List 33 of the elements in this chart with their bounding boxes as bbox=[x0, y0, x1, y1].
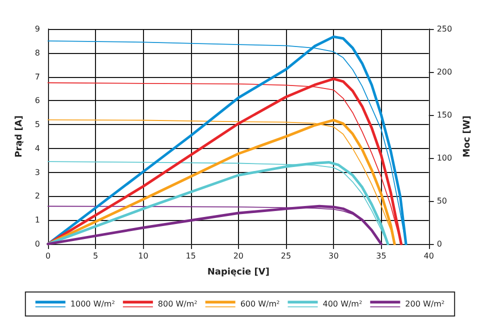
y2-axis-title: Moc [W] bbox=[462, 116, 472, 158]
y2-tick-label: 0 bbox=[436, 240, 442, 248]
y2-tick-label: 250 bbox=[436, 24, 452, 34]
y2-tick-label: 150 bbox=[436, 110, 452, 120]
x-tick-label: 35 bbox=[376, 252, 386, 260]
legend-label: 200 W/m² bbox=[405, 300, 445, 308]
x-tick-label: 30 bbox=[328, 252, 339, 260]
y-tick-label: 1 bbox=[34, 216, 40, 225]
y-tick-label: 3 bbox=[34, 168, 40, 177]
x-tick-label: 5 bbox=[93, 252, 98, 260]
y-tick-label: 9 bbox=[34, 24, 40, 34]
legend-label: 400 W/m² bbox=[322, 300, 362, 308]
x-axis-title: Napięcie [V] bbox=[207, 268, 270, 278]
legend-label: 600 W/m² bbox=[240, 300, 280, 308]
x-tick-label: 20 bbox=[233, 252, 244, 260]
y-tick-label: 6 bbox=[34, 96, 40, 106]
y-tick-label: 2 bbox=[34, 192, 40, 201]
y-tick-label: 0 bbox=[34, 240, 40, 248]
y-tick-label: 4 bbox=[34, 144, 40, 153]
x-tick-label: 15 bbox=[186, 252, 196, 260]
y-tick-label: 5 bbox=[34, 120, 40, 130]
y-tick-label: 8 bbox=[34, 48, 40, 58]
x-tick-label: 0 bbox=[45, 252, 51, 260]
legend-label: 1000 W/m² bbox=[70, 300, 115, 308]
x-tick-label: 10 bbox=[138, 252, 148, 260]
y-axis-title: Prąd [A] bbox=[14, 116, 25, 158]
x-tick-label: 25 bbox=[280, 252, 292, 260]
y2-tick-label: 50 bbox=[436, 196, 448, 206]
y2-tick-label: 100 bbox=[436, 154, 452, 162]
legend-label: 800 W/m² bbox=[158, 300, 198, 308]
y2-tick-label: 200 bbox=[436, 68, 452, 76]
x-tick-label: 40 bbox=[424, 252, 434, 260]
y-tick-label: 7 bbox=[34, 72, 40, 82]
